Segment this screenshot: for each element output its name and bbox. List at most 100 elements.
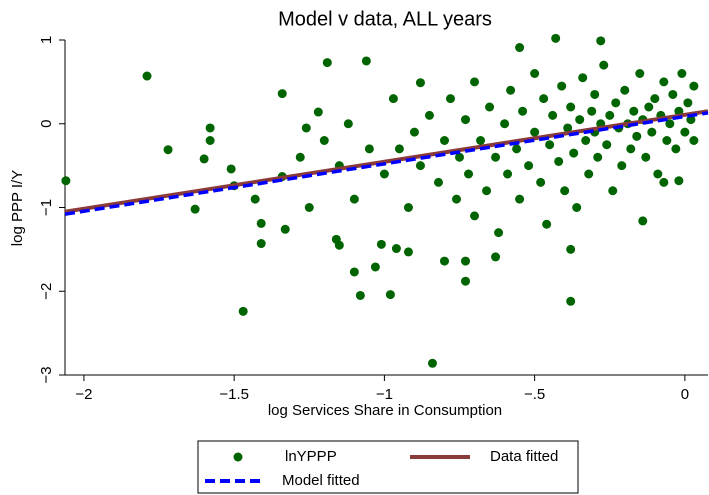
scatter-point: [563, 123, 573, 133]
scatter-point: [391, 244, 401, 254]
scatter-point: [190, 204, 200, 214]
x-tick-label: −2: [75, 386, 92, 403]
scatter-point: [524, 161, 534, 171]
scatter-point: [677, 69, 687, 78]
scatter-point: [334, 240, 344, 250]
scatter-point: [530, 127, 540, 137]
scatter-point: [226, 164, 236, 174]
y-tick-label: −3: [38, 366, 55, 383]
scatter-point: [689, 136, 699, 145]
scatter-point: [304, 203, 314, 212]
scatter-point: [632, 131, 642, 141]
scatter-point: [539, 94, 549, 104]
scatter-point: [424, 110, 434, 120]
scatter-point: [638, 216, 648, 226]
scatter-point: [476, 136, 486, 145]
scatter-point: [385, 290, 395, 300]
scatter-point: [599, 60, 609, 70]
scatter-point: [515, 194, 525, 204]
scatter-point: [343, 119, 353, 129]
scatter-point: [491, 152, 501, 162]
scatter-point: [683, 98, 693, 108]
scatter-point: [674, 176, 684, 186]
scatter-point: [578, 73, 588, 83]
scatter-point: [464, 169, 474, 179]
y-tick-label: −1: [38, 199, 55, 216]
scatter-point: [388, 94, 398, 104]
scatter-point: [238, 306, 248, 316]
scatter-point: [313, 107, 323, 117]
scatter-point: [545, 140, 555, 150]
scatter-point: [566, 102, 576, 112]
scatter-point: [199, 154, 209, 164]
scatter-point: [280, 224, 290, 234]
scatter-point: [653, 169, 663, 179]
scatter-point: [461, 276, 471, 286]
scatter-point: [256, 218, 266, 228]
scatter-point: [445, 94, 455, 104]
fit-line: [64, 111, 709, 216]
scatter-point: [409, 127, 419, 137]
scatter-point: [250, 194, 260, 204]
scatter-point: [602, 140, 612, 150]
scatter-point: [659, 77, 669, 87]
scatter-point: [635, 69, 645, 78]
scatter-point: [470, 77, 480, 87]
scatter-point: [641, 152, 651, 162]
scatter-point: [256, 239, 266, 249]
legend-label: Data fitted: [490, 448, 558, 465]
scatter-point: [455, 152, 465, 162]
scatter-point: [301, 123, 311, 133]
y-axis-label: log PPP I/Y: [9, 170, 26, 246]
scatter-point: [644, 102, 654, 112]
scatter-point: [650, 94, 660, 104]
fit-line: [64, 109, 709, 214]
scatter-point: [349, 267, 359, 277]
scatter-point: [581, 136, 591, 145]
scatter-point: [608, 186, 618, 196]
y-tick-label: 1: [38, 36, 55, 44]
scatter-point: [512, 144, 522, 154]
scatter-point: [394, 144, 404, 154]
scatter-point: [461, 256, 471, 266]
scatter-point: [370, 262, 380, 272]
scatter-point: [536, 177, 546, 187]
legend-label: Model fitted: [282, 472, 360, 489]
scatter-point: [452, 194, 462, 204]
x-tick-label: −1: [376, 386, 393, 403]
scatter-point: [376, 239, 386, 249]
scatter-point: [626, 144, 636, 154]
legend-marker: [233, 452, 243, 462]
scatter-point: [482, 186, 492, 196]
scatter-point: [680, 127, 690, 137]
scatter-point: [590, 89, 600, 99]
scatter-point: [295, 152, 305, 162]
scatter-point: [518, 106, 528, 116]
scatter-point: [349, 194, 359, 204]
scatter-point: [629, 106, 639, 116]
scatter-point: [515, 43, 525, 53]
scatter-point: [433, 177, 443, 187]
legend: [197, 440, 579, 494]
scatter-point: [569, 148, 579, 158]
scatter-point: [689, 81, 699, 91]
scatter-point: [593, 152, 603, 162]
scatter-point: [506, 85, 516, 95]
scatter-point: [503, 169, 513, 179]
scatter-point: [485, 102, 495, 112]
x-tick-label: −.5: [524, 386, 545, 403]
scatter-point: [427, 358, 437, 368]
scatter-point: [572, 203, 582, 212]
scatter-point: [659, 177, 669, 187]
scatter-point: [142, 71, 152, 81]
scatter-point: [551, 33, 561, 43]
scatter-point: [560, 186, 570, 196]
scatter-point: [379, 169, 389, 179]
scatter-point: [470, 211, 480, 221]
scatter-point: [566, 296, 576, 306]
scatter-point: [542, 219, 552, 229]
scatter-point: [439, 256, 449, 266]
scatter-point: [403, 247, 413, 257]
scatter-point: [491, 252, 501, 262]
